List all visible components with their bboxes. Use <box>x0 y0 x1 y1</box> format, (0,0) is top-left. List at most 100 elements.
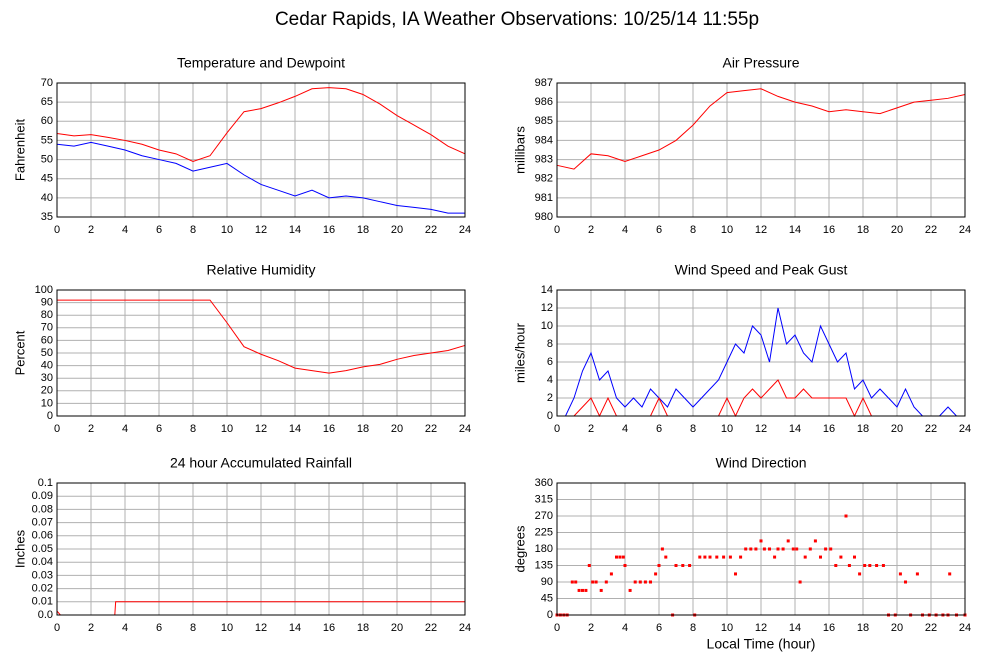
y-tick-label: 60 <box>41 115 53 127</box>
x-tick-label: 10 <box>221 224 233 236</box>
y-tick-label: 0.07 <box>32 517 53 529</box>
data-point <box>681 564 685 567</box>
y-tick-label: 0.1 <box>38 477 53 489</box>
x-tick-label: 8 <box>190 423 196 435</box>
y-tick-label: 55 <box>41 134 53 146</box>
x-tick-label: 20 <box>391 622 403 634</box>
y-tick-label: 0.04 <box>32 556 53 568</box>
y-tick-label: 315 <box>535 493 553 505</box>
data-point <box>786 539 790 543</box>
x-tick-label: 6 <box>156 622 162 634</box>
y-tick-label: 984 <box>535 134 553 146</box>
x-tick-label: 18 <box>357 423 369 435</box>
x-tick-label: 18 <box>857 224 869 236</box>
data-point <box>781 547 785 551</box>
data-point <box>577 588 581 592</box>
y-tick-label: 2 <box>547 392 553 404</box>
y-tick-label: 8 <box>547 338 553 350</box>
plot-frame <box>56 289 466 417</box>
plot-frame <box>556 482 966 616</box>
data-point <box>609 572 613 576</box>
data-point <box>868 564 872 567</box>
data-point <box>904 580 907 584</box>
data-point <box>813 539 817 543</box>
x-tick-label: 6 <box>156 423 162 435</box>
y-tick-label: 982 <box>535 173 553 185</box>
x-tick-label: 0 <box>554 423 560 435</box>
x-tick-label: 2 <box>88 622 94 634</box>
data-point <box>570 580 574 584</box>
data-point <box>657 564 661 567</box>
x-tick-label: 20 <box>891 224 903 236</box>
y-tick-label: 6 <box>547 356 553 368</box>
data-point <box>674 564 678 567</box>
data-line <box>556 88 966 170</box>
data-point <box>591 580 595 584</box>
data-point <box>574 580 578 584</box>
data-line <box>56 141 465 214</box>
x-tick-label: 24 <box>459 423 471 435</box>
y-tick-label: 10 <box>541 320 553 332</box>
x-tick-label: 2 <box>588 224 594 236</box>
data-point <box>768 547 771 551</box>
x-tick-label: 0 <box>554 622 560 634</box>
x-tick-label: 8 <box>690 224 696 236</box>
data-point <box>791 547 795 551</box>
data-point <box>863 564 867 567</box>
data-point <box>649 580 652 584</box>
data-point <box>773 555 777 559</box>
chart-title: Wind Direction <box>715 455 806 471</box>
data-point <box>819 555 822 559</box>
data-point <box>948 572 952 576</box>
y-tick-label: 0 <box>47 410 53 422</box>
data-point <box>858 572 862 576</box>
x-tick-label: 18 <box>857 423 869 435</box>
data-point <box>759 539 763 543</box>
x-tick-label: 14 <box>289 622 301 634</box>
data-point <box>621 555 625 559</box>
x-tick-label: 4 <box>622 423 628 435</box>
data-point <box>618 555 622 559</box>
y-tick-label: 20 <box>41 385 53 397</box>
x-tick-label: 4 <box>122 224 128 236</box>
x-tick-label: 10 <box>221 423 233 435</box>
data-point <box>715 555 719 559</box>
data-point <box>754 547 758 551</box>
data-point <box>722 555 726 559</box>
data-point <box>688 564 692 567</box>
data-point <box>643 580 647 584</box>
data-point <box>628 588 632 592</box>
y-tick-label: 0.01 <box>32 596 53 608</box>
x-tick-label: 8 <box>690 423 696 435</box>
x-tick-label: 12 <box>255 622 267 634</box>
y-tick-label: 70 <box>41 322 53 334</box>
data-point <box>594 580 598 584</box>
y-tick-label: 35 <box>41 211 53 223</box>
x-tick-label: 14 <box>289 224 301 236</box>
plot-frame <box>56 82 466 218</box>
x-tick-label: 2 <box>88 423 94 435</box>
x-tick-label: 10 <box>721 423 733 435</box>
page-title: Cedar Rapids, IA Weather Observations: 1… <box>275 9 759 30</box>
data-point <box>875 564 879 567</box>
x-tick-label: 24 <box>459 224 471 236</box>
data-point <box>604 580 608 584</box>
x-tick-label: 22 <box>925 224 937 236</box>
y-axis-label: millibars <box>512 126 527 174</box>
x-tick-label: 6 <box>656 423 662 435</box>
y-tick-label: 983 <box>535 153 553 165</box>
x-tick-label: 16 <box>323 423 335 435</box>
data-point <box>587 564 591 567</box>
x-tick-label: 12 <box>755 622 767 634</box>
x-tick-label: 20 <box>891 622 903 634</box>
y-tick-label: 12 <box>541 302 553 314</box>
x-tick-label: 0 <box>54 622 60 634</box>
data-point <box>615 555 618 559</box>
y-tick-label: 981 <box>535 192 553 204</box>
y-tick-label: 45 <box>41 173 53 185</box>
